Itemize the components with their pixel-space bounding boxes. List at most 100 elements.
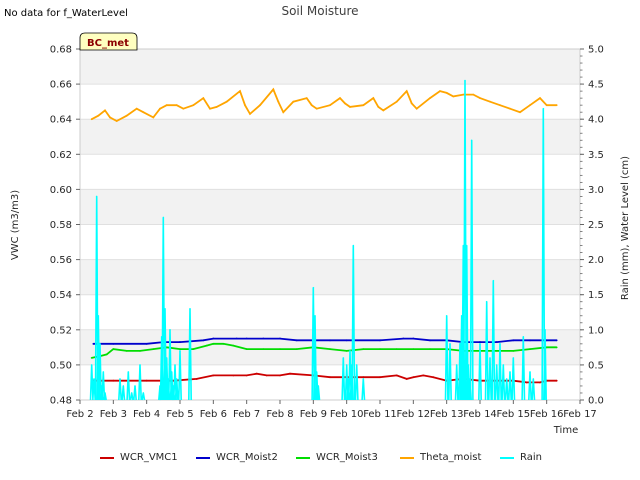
- wcr_vmc1-point: [279, 374, 281, 377]
- theta_moist-point: [472, 93, 475, 96]
- y-right-tick-label: 2.5: [588, 220, 604, 231]
- wcr_moist3-point: [245, 348, 248, 351]
- rain-point: [485, 300, 488, 303]
- y-left-tick-label: 0.48: [50, 396, 72, 407]
- wcr_moist2-point: [279, 337, 281, 340]
- wcr_moist2-point: [402, 337, 405, 340]
- theta_moist-point: [109, 116, 111, 119]
- theta_moist-point: [509, 107, 511, 110]
- wcr_moist3-point: [512, 349, 515, 352]
- wcr_moist2-point: [412, 337, 415, 340]
- y-axis-right-label: Rain (mm), Water Level (cm): [620, 156, 631, 300]
- rain-point: [349, 350, 351, 352]
- wcr_moist3-point: [495, 349, 498, 352]
- rain-point: [345, 364, 348, 366]
- theta_moist-point: [165, 104, 168, 107]
- theta_moist-point: [282, 111, 285, 114]
- legend-label: WCR_VMC1: [120, 452, 178, 463]
- y-left-tick-label: 0.50: [50, 360, 72, 371]
- rain-point: [174, 364, 176, 366]
- theta_moist-point: [272, 88, 275, 91]
- theta_moist-point: [142, 111, 145, 114]
- rain-point: [449, 343, 451, 345]
- theta_moist-point: [209, 107, 211, 110]
- wcr_moist3-point: [362, 348, 365, 351]
- y-right-tick-label: 1.5: [588, 290, 604, 301]
- y-left-tick-label: 0.66: [50, 80, 72, 91]
- wcr_moist2-point: [495, 341, 498, 343]
- rain-point: [119, 378, 121, 380]
- theta_moist-point: [489, 100, 491, 103]
- theta_moist-point: [202, 97, 205, 100]
- x-tick-label: Feb 8: [266, 409, 293, 420]
- theta_moist-point: [315, 107, 318, 110]
- wcr_vmc1-point: [212, 374, 215, 377]
- legend-item-wcr_moist2: WCR_Moist2: [196, 452, 278, 463]
- wcr_moist3-point: [545, 346, 548, 349]
- wcr_moist3-point: [262, 348, 265, 351]
- y-axis-left-label: VWC (m3/m3): [10, 190, 21, 260]
- legend-swatch: [196, 456, 210, 459]
- legend-label: Theta_moist: [420, 452, 482, 463]
- rain-point: [164, 307, 166, 310]
- legend-swatch: [296, 456, 310, 459]
- wcr_moist2-point: [545, 339, 548, 342]
- theta_moist-point: [125, 114, 128, 117]
- rain-point: [167, 378, 170, 380]
- chart-title: Soil Moisture: [281, 4, 358, 18]
- wcr_vmc1-point: [195, 378, 198, 380]
- theta_moist-point: [405, 90, 408, 93]
- theta_moist-point: [395, 100, 398, 103]
- legend-item-theta_moist: Theta_moist: [400, 452, 481, 463]
- wcr_moist2-point: [379, 339, 381, 342]
- badge-label: BC_met: [87, 38, 129, 49]
- theta_moist-point: [429, 97, 431, 100]
- theta_moist-point: [244, 104, 246, 107]
- rain-point: [95, 195, 98, 198]
- y-left-tick-label: 0.68: [50, 45, 72, 56]
- rain-point: [479, 343, 481, 345]
- wcr_moist3-point: [139, 349, 141, 352]
- theta_moist-point: [382, 109, 385, 112]
- rain-point: [312, 286, 315, 289]
- series-layer: [89, 79, 558, 401]
- rain-point: [459, 343, 461, 345]
- rain-point: [90, 364, 93, 366]
- y-left-tick-label: 0.62: [50, 150, 72, 161]
- y-right-ticks: 0.0 0.5 1.0 1.5 2.0 2.5 3.0 3.5 4.0 4.5 5.0: [580, 45, 604, 407]
- wcr_moist2-point: [212, 337, 215, 340]
- theta_moist-point: [277, 100, 280, 103]
- rain-point: [127, 371, 130, 373]
- theta_moist-point: [310, 104, 313, 107]
- legend-label: WCR_Moist3: [316, 452, 378, 463]
- theta_moist-point: [410, 102, 413, 105]
- legend-item-wcr_vmc1: WCR_VMC1: [100, 452, 178, 463]
- y-left-tick-label: 0.56: [50, 255, 72, 266]
- rain-point: [352, 244, 355, 247]
- wcr_moist3-point: [555, 346, 558, 349]
- rain-point: [542, 107, 545, 110]
- wcr_vmc1-point: [525, 381, 528, 384]
- wcr_vmc1-point: [539, 381, 541, 384]
- rain-point: [122, 385, 125, 387]
- legend-item-rain: Rain: [500, 452, 542, 463]
- y-right-tick-label: 2.0: [588, 255, 604, 266]
- wcr_vmc1-point: [422, 374, 425, 377]
- y-left-tick-label: 0.60: [50, 185, 72, 196]
- rain-point: [347, 378, 350, 380]
- wcr_vmc1-point: [395, 374, 398, 377]
- wcr_moist3-point: [345, 349, 348, 352]
- wcr_vmc1-point: [255, 372, 258, 375]
- legend-label: WCR_Moist2: [216, 452, 278, 463]
- y-left-tick-label: 0.64: [50, 115, 72, 126]
- y-left-tick-label: 0.54: [50, 290, 72, 301]
- rain-point: [175, 378, 178, 380]
- wcr_moist3-point: [395, 348, 398, 351]
- y-left-tick-label: 0.58: [50, 220, 72, 231]
- rain-point: [512, 357, 515, 359]
- theta_moist-point: [439, 90, 441, 93]
- rain-point: [544, 329, 546, 331]
- wcr_vmc1-point: [412, 376, 415, 379]
- rain-point: [317, 385, 320, 387]
